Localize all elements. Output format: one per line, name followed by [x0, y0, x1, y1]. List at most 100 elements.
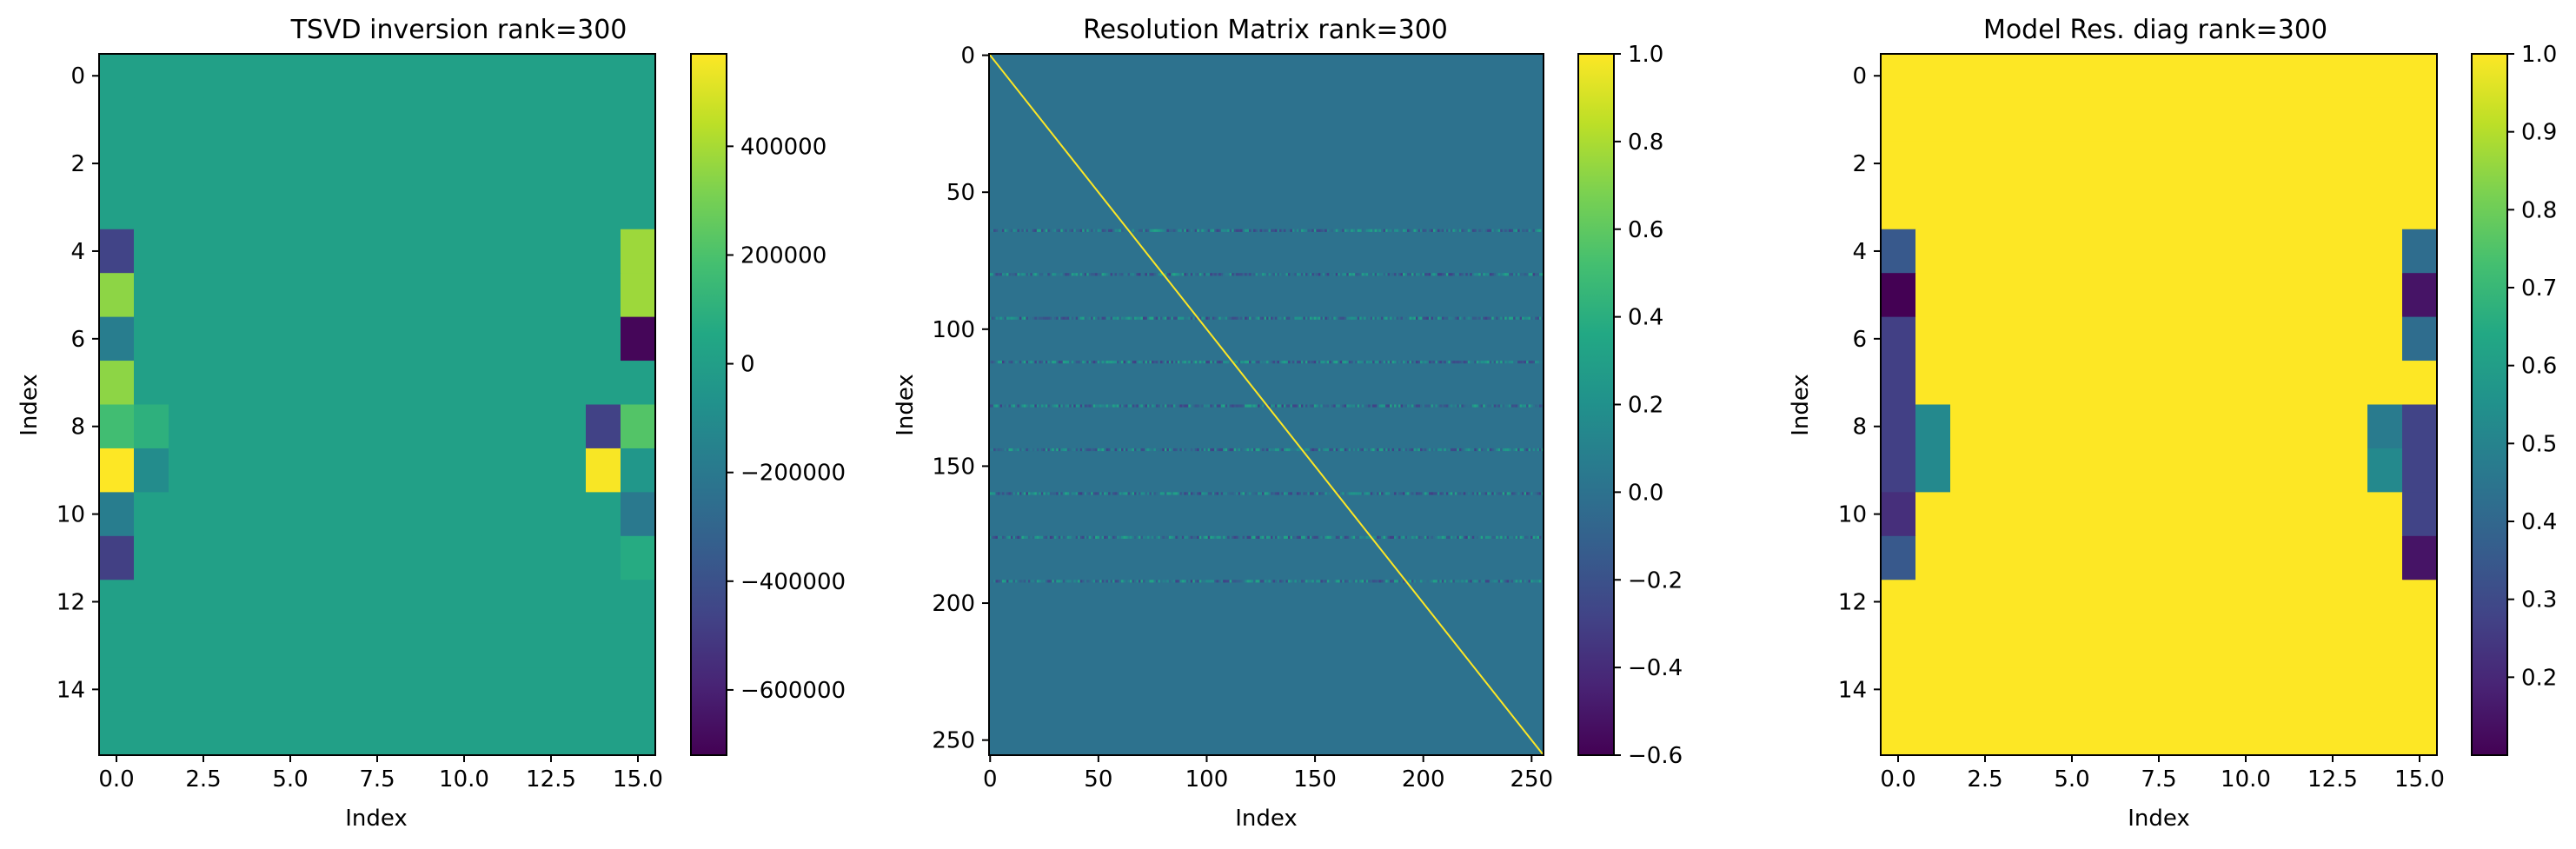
- noisy-row-cell: [1406, 273, 1410, 276]
- noisy-row-cell: [1153, 229, 1157, 232]
- noisy-row-cell: [1049, 404, 1052, 408]
- noisy-row-cell: [1203, 535, 1206, 539]
- noisy-row-cell: [1342, 361, 1345, 364]
- noisy-row-cell: [1322, 316, 1325, 320]
- noisy-row-cell: [1524, 580, 1527, 583]
- noisy-row-cell: [1164, 316, 1167, 320]
- noisy-row-cell: [1242, 448, 1245, 452]
- heatmap-cell: [621, 448, 656, 493]
- noisy-row-cell: [1374, 535, 1378, 539]
- noisy-row-cell: [1428, 448, 1431, 452]
- noisy-row-cell: [1274, 580, 1278, 583]
- heatmap-cell: [2402, 711, 2438, 756]
- noisy-row-cell: [1355, 273, 1358, 276]
- noisy-row-cell: [1056, 448, 1059, 452]
- noisy-row-cell: [1233, 316, 1237, 320]
- noisy-row-cell: [1526, 404, 1529, 408]
- x-tick-label: 7.5: [2141, 766, 2176, 793]
- noisy-row-cell: [1108, 316, 1111, 320]
- noisy-row-cell: [1026, 535, 1029, 539]
- noisy-row-cell: [1313, 404, 1317, 408]
- heatmap-cell: [2159, 623, 2194, 668]
- noisy-row-cell: [1138, 492, 1141, 495]
- heatmap-cell: [1881, 273, 1916, 318]
- heatmap-cell: [377, 535, 413, 580]
- noisy-row-cell: [1502, 361, 1505, 364]
- noisy-row-cell: [1264, 273, 1267, 276]
- noisy-row-cell: [1188, 492, 1192, 495]
- noisy-row-cell: [1268, 535, 1271, 539]
- heatmap-cell: [2020, 580, 2055, 625]
- noisy-row-cell: [1140, 316, 1144, 320]
- noisy-row-cell: [1229, 316, 1232, 320]
- chart-title: TSVD inversion rank=300: [290, 15, 627, 45]
- noisy-row-cell: [1426, 535, 1430, 539]
- noisy-row-cell: [1155, 580, 1159, 583]
- noisy-row-cell: [1329, 404, 1332, 408]
- heatmap-cell: [2194, 54, 2229, 98]
- heatmap-cell: [1985, 185, 2021, 230]
- noisy-row-cell: [1023, 448, 1026, 452]
- noisy-row-cell: [1277, 404, 1280, 408]
- noisy-row-cell: [1307, 404, 1311, 408]
- noisy-row-cell: [1045, 273, 1048, 276]
- noisy-row-cell: [1123, 404, 1126, 408]
- noisy-row-cell: [1305, 492, 1308, 495]
- noisy-row-cell: [1277, 361, 1280, 364]
- noisy-row-cell: [1205, 580, 1209, 583]
- noisy-row-cell: [1188, 448, 1192, 452]
- heatmap-cell: [412, 54, 448, 98]
- heatmap-cell: [621, 361, 656, 405]
- noisy-row-cell: [1245, 316, 1247, 320]
- noisy-row-cell: [1513, 404, 1516, 408]
- noisy-row-cell: [1095, 492, 1098, 495]
- noisy-row-cell: [1032, 404, 1035, 408]
- noisy-row-cell: [1313, 492, 1317, 495]
- noisy-row-cell: [1422, 229, 1425, 232]
- noisy-row-cell: [1541, 273, 1544, 276]
- noisy-row-cell: [1522, 273, 1524, 276]
- noisy-row-cell: [1307, 229, 1311, 232]
- noisy-row-cell: [1483, 361, 1486, 364]
- noisy-row-cell: [1287, 492, 1291, 495]
- noisy-row-cell: [1515, 535, 1518, 539]
- noisy-row-cell: [1294, 229, 1298, 232]
- noisy-row-cell: [1378, 492, 1382, 495]
- heatmap-cell: [551, 623, 587, 668]
- heatmap-cell: [308, 273, 343, 318]
- noisy-row-cell: [1454, 404, 1457, 408]
- noisy-row-cell: [1166, 448, 1170, 452]
- noisy-row-cell: [1287, 229, 1291, 232]
- noisy-row-cell: [989, 316, 992, 320]
- noisy-row-cell: [1409, 316, 1412, 320]
- noisy-row-cell: [1409, 492, 1412, 495]
- noisy-row-cell: [1112, 316, 1115, 320]
- noisy-row-cell: [1190, 361, 1193, 364]
- heatmap-cell: [447, 316, 482, 361]
- noisy-row-cell: [1220, 492, 1224, 495]
- heatmap-cell: [2263, 97, 2299, 143]
- noisy-row-cell: [1258, 316, 1260, 320]
- noisy-row-cell: [1136, 448, 1139, 452]
- noisy-row-cell: [1404, 316, 1408, 320]
- noisy-row-cell: [1391, 448, 1395, 452]
- noisy-row-cell: [1381, 580, 1384, 583]
- noisy-row-cell: [1409, 448, 1412, 452]
- noisy-row-cell: [1027, 273, 1031, 276]
- heatmap-cell: [2055, 141, 2090, 186]
- noisy-row-cell: [1368, 535, 1371, 539]
- noisy-row-cell: [1056, 361, 1059, 364]
- heatmap-cell: [2020, 54, 2055, 98]
- heatmap-cell: [1881, 667, 1916, 713]
- noisy-row-cell: [1368, 229, 1371, 232]
- noisy-row-cell: [1496, 229, 1498, 232]
- noisy-row-cell: [1467, 404, 1471, 408]
- noisy-row-cell: [1285, 404, 1289, 408]
- noisy-row-cell: [1344, 580, 1347, 583]
- heatmap-cell: [586, 580, 621, 625]
- heatmap-cell: [2333, 448, 2368, 493]
- noisy-row-cell: [1012, 404, 1016, 408]
- noisy-row-cell: [1146, 492, 1150, 495]
- noisy-row-cell: [1132, 580, 1135, 583]
- noisy-row-cell: [1467, 229, 1471, 232]
